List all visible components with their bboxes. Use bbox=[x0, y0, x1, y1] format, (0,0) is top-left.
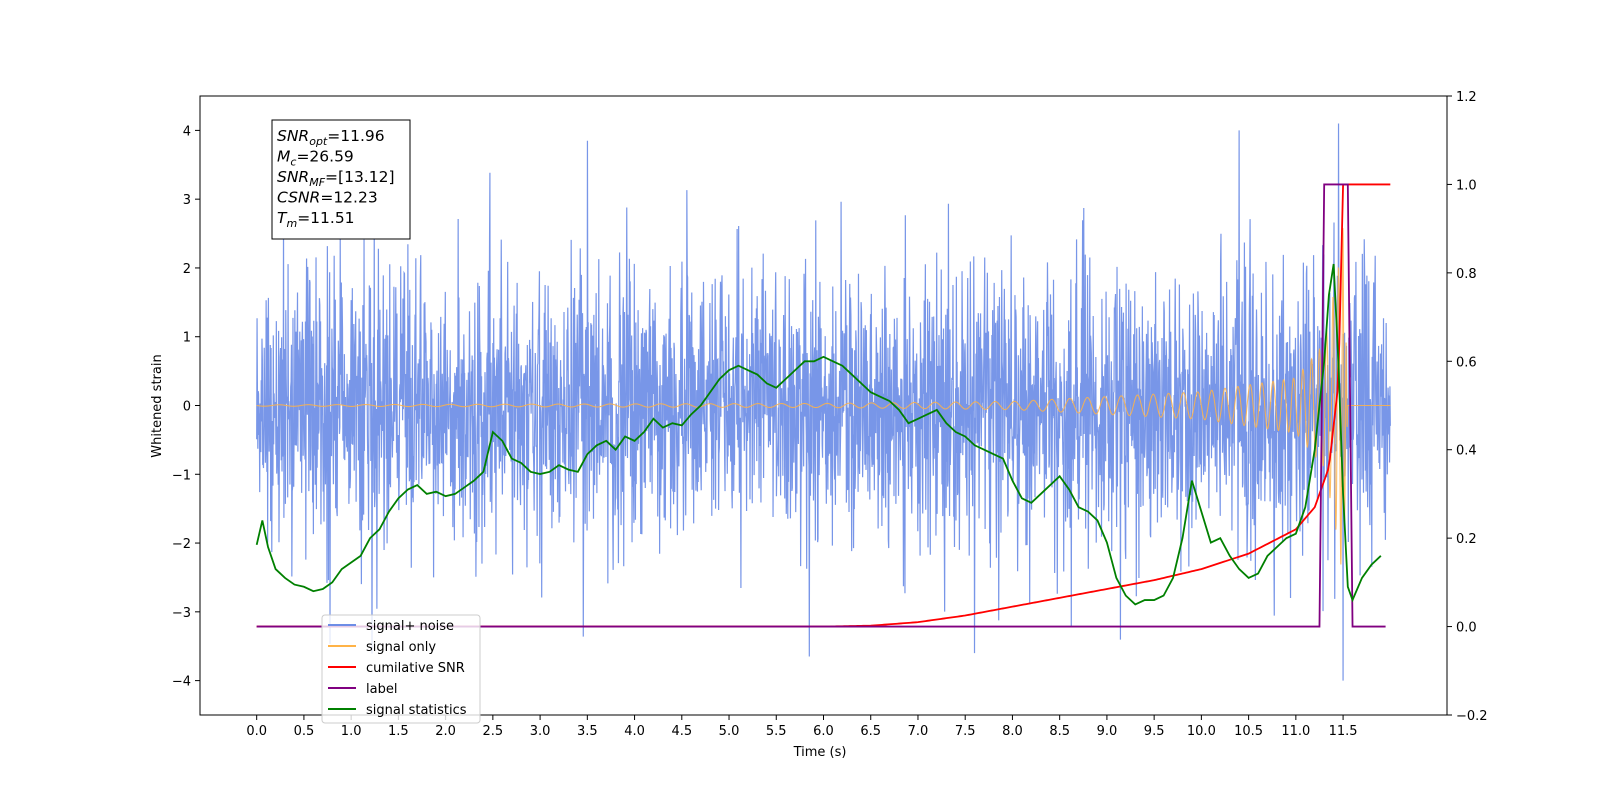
x-tick-label: 8.5 bbox=[1049, 724, 1070, 739]
y-tick-label: 4 bbox=[183, 124, 191, 139]
legend-label: label bbox=[366, 682, 397, 697]
legend-items: signal+ noise signal only cumilative SNR la… bbox=[328, 619, 467, 718]
y2-tick-label: 0.0 bbox=[1456, 621, 1477, 636]
x-tick-label: 10.5 bbox=[1234, 724, 1263, 739]
x-tick-label: 5.5 bbox=[766, 724, 787, 739]
legend-frame bbox=[321, 614, 481, 724]
legend-label: signal+ noise bbox=[366, 619, 454, 634]
info-value: =[13.12] bbox=[325, 168, 394, 186]
info-value: =26.59 bbox=[296, 148, 353, 166]
info-subscript: c bbox=[290, 156, 296, 169]
info-value: =11.51 bbox=[297, 209, 354, 227]
info-subscript: m bbox=[286, 217, 297, 230]
info-line: CSNR=12.23 bbox=[277, 189, 378, 207]
signal-noise-series bbox=[256, 123, 1391, 681]
legend-label: cumilative SNR bbox=[366, 661, 465, 676]
axis-ticks: 0.0 0.5 1.0 1.5 2.0 2.5 3.0 3.5 4.0 4.5 5.0 5.5 6.0 6… bbox=[172, 90, 1488, 739]
signal-only-series bbox=[256, 228, 1391, 565]
y-tick-label: −4 bbox=[172, 675, 191, 690]
x-tick-label: 11.5 bbox=[1329, 724, 1358, 739]
x-tick-label: 8.0 bbox=[1002, 724, 1023, 739]
y-tick-label: 1 bbox=[183, 331, 191, 346]
y-tick-label: −1 bbox=[172, 468, 191, 483]
legend-label: signal only bbox=[366, 640, 436, 655]
signal-statistics-line bbox=[255, 263, 1382, 606]
x-tick-label: 9.5 bbox=[1144, 724, 1165, 739]
info-line: Tm=11.51 bbox=[277, 209, 355, 230]
legend-label: signal statistics bbox=[366, 703, 467, 718]
y2-tick-label: 0.8 bbox=[1456, 267, 1477, 282]
y2-tick-label: 1.2 bbox=[1456, 90, 1477, 105]
info-line: SNRMF=[13.12] bbox=[277, 168, 395, 189]
x-tick-label: 6.5 bbox=[860, 724, 881, 739]
y-tick-label: −3 bbox=[172, 606, 191, 621]
x-tick-label: 1.0 bbox=[341, 724, 362, 739]
x-axis-label: Time (s) bbox=[793, 745, 847, 760]
x-tick-label: 9.0 bbox=[1097, 724, 1118, 739]
y2-tick-label: 0.6 bbox=[1456, 355, 1477, 370]
info-subscript: MF bbox=[309, 176, 325, 189]
x-tick-label: 2.0 bbox=[435, 724, 456, 739]
x-tick-label: 3.0 bbox=[530, 724, 551, 739]
info-value: =11.96 bbox=[327, 127, 384, 145]
x-tick-label: 10.0 bbox=[1187, 724, 1216, 739]
info-symbol: CSNR bbox=[277, 189, 320, 207]
x-tick-label: 2.5 bbox=[483, 724, 504, 739]
legend: signal+ noise signal only cumilative SNR la… bbox=[321, 614, 481, 724]
x-tick-label: 1.5 bbox=[388, 724, 409, 739]
y-tick-label: −2 bbox=[172, 537, 191, 552]
signal-only-line bbox=[256, 228, 1391, 565]
x-tick-label: 6.0 bbox=[813, 724, 834, 739]
info-symbol: T bbox=[277, 209, 288, 227]
x-tick-label: 0.5 bbox=[294, 724, 315, 739]
info-box: SNRopt=11.96Mc=26.59SNRMF=[13.12]CSNR=12… bbox=[271, 119, 411, 240]
x-tick-label: 5.0 bbox=[719, 724, 740, 739]
x-tick-label: 7.5 bbox=[955, 724, 976, 739]
label-line bbox=[256, 183, 1386, 628]
info-line: SNRopt=11.96 bbox=[277, 127, 385, 148]
x-tick-label: 7.0 bbox=[908, 724, 929, 739]
x-tick-label: 4.5 bbox=[671, 724, 692, 739]
info-symbol: M bbox=[277, 148, 290, 166]
info-line: Mc=26.59 bbox=[277, 148, 354, 169]
info-symbol: SNR bbox=[277, 168, 309, 186]
x-tick-label: 0.0 bbox=[246, 724, 267, 739]
x-tick-label: 3.5 bbox=[577, 724, 598, 739]
y-tick-label: 3 bbox=[183, 193, 191, 208]
y-tick-label: 2 bbox=[183, 262, 191, 277]
x-tick-label: 4.0 bbox=[624, 724, 645, 739]
y2-tick-label: 1.0 bbox=[1456, 178, 1477, 193]
info-box-lines: SNRopt=11.96Mc=26.59SNRMF=[13.12]CSNR=12… bbox=[277, 127, 395, 230]
info-symbol: SNR bbox=[277, 127, 309, 145]
y2-tick-label: 0.4 bbox=[1456, 444, 1477, 459]
y-tick-label: 0 bbox=[183, 400, 191, 415]
y-axis-label: Whitened strain bbox=[150, 354, 165, 457]
info-value: =12.23 bbox=[320, 189, 377, 207]
info-box-frame bbox=[271, 119, 411, 240]
y2-tick-label: 0.2 bbox=[1456, 532, 1477, 547]
y2-tick-label: −0.2 bbox=[1456, 709, 1488, 724]
signal-noise-line bbox=[256, 123, 1391, 681]
x-tick-label: 11.0 bbox=[1281, 724, 1310, 739]
info-subscript: opt bbox=[309, 135, 328, 148]
